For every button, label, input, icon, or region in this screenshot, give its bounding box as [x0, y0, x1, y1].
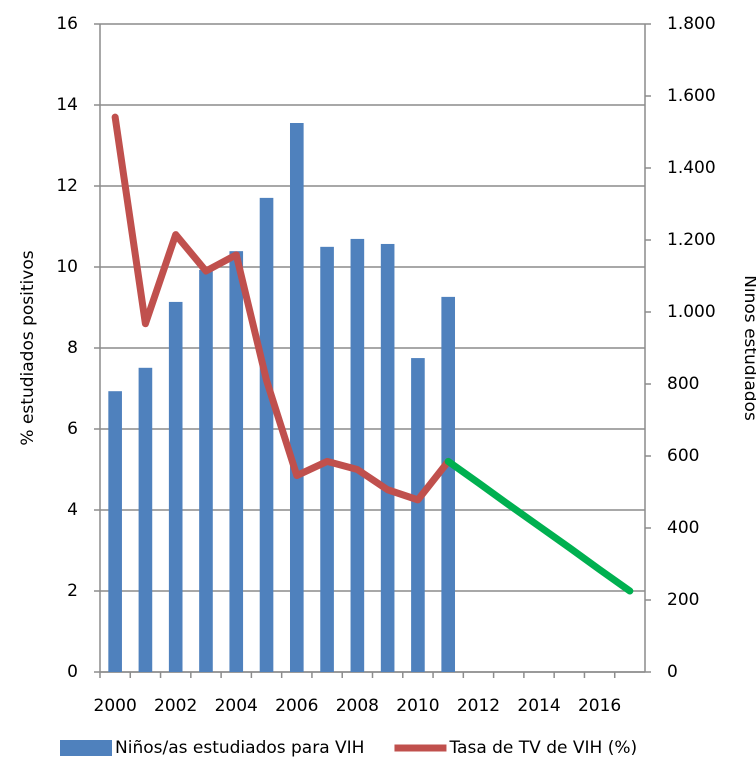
- bar: [411, 358, 425, 672]
- x-tick-label: 2000: [94, 696, 137, 716]
- y-tick-label: 16: [56, 14, 78, 34]
- x-tick-label: 2012: [457, 696, 500, 716]
- legend-swatch: [60, 740, 112, 756]
- y2-tick-label: 200: [667, 590, 699, 610]
- x-tick-label: 2008: [336, 696, 379, 716]
- bar: [380, 243, 395, 672]
- y-tick-label: 12: [56, 176, 78, 196]
- bar: [289, 123, 304, 672]
- bar: [229, 251, 244, 672]
- y2-tick-label: 1.000: [667, 302, 716, 322]
- x-tick-label: 2004: [215, 696, 258, 716]
- y-tick-label: 2: [67, 581, 78, 601]
- y-tick-label: 4: [67, 500, 78, 520]
- y2-tick-label: 800: [667, 374, 699, 394]
- y2-tick-label: 0: [667, 662, 678, 682]
- y2-tick-label: 1.200: [667, 230, 716, 250]
- y-tick-label: 8: [67, 338, 78, 358]
- x-tick-label: 2006: [275, 696, 318, 716]
- y-tick-label: 0: [67, 662, 78, 682]
- y-tick-label: 10: [56, 257, 78, 277]
- bar: [259, 197, 274, 672]
- bar: [350, 238, 365, 673]
- line-series: [111, 113, 452, 504]
- legend-label: Niños/as estudiados para VIH: [115, 738, 364, 758]
- bar: [441, 296, 456, 672]
- y2-tick-label: 400: [667, 518, 699, 538]
- x-tick-label: 2002: [154, 696, 197, 716]
- bar: [199, 269, 213, 672]
- y2-tick-label: 1.800: [667, 14, 716, 34]
- y-axis-label: % estudiados positivos: [18, 250, 38, 445]
- x-tick-label: 2010: [396, 696, 439, 716]
- bar: [138, 367, 153, 672]
- bar: [168, 301, 183, 672]
- y-tick-label: 14: [56, 95, 78, 115]
- y2-axis-label: Niños estudiados: [740, 275, 756, 421]
- y2-tick-label: 600: [667, 446, 699, 466]
- x-tick-label: 2016: [578, 696, 621, 716]
- legend-label: Tasa de TV de VIH (%): [448, 738, 637, 758]
- x-tick-label: 2014: [517, 696, 560, 716]
- y2-tick-label: 1.400: [667, 158, 716, 178]
- y-tick-label: 6: [67, 419, 78, 439]
- bar: [108, 391, 122, 672]
- y2-tick-label: 1.600: [667, 86, 716, 106]
- line-series: [444, 457, 634, 595]
